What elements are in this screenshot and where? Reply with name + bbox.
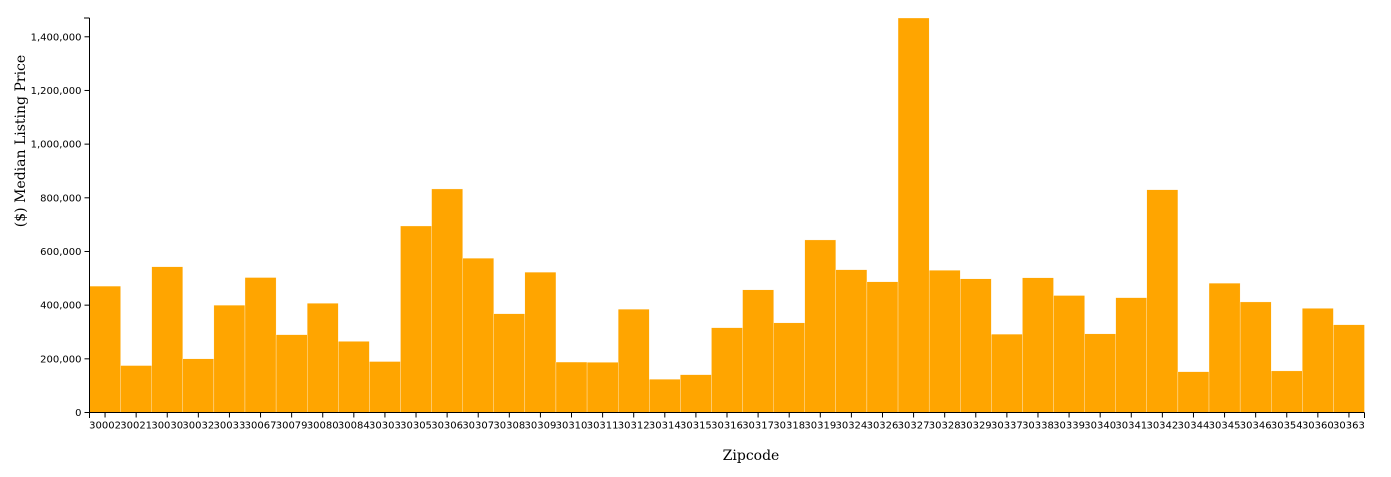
y-tick-label-1200000: 1,200,000	[31, 86, 82, 97]
x-tick-label-30354: 30354	[1271, 421, 1303, 432]
bar-30030	[151, 266, 183, 413]
x-axis-title: Zipcode	[723, 448, 780, 464]
x-tick-label-30317: 30317	[742, 421, 774, 432]
x-tick-label-30311: 30311	[587, 421, 619, 432]
x-tick-label-30319: 30319	[804, 421, 836, 432]
bar-30363	[1333, 324, 1365, 413]
y-axis: 0 200,000 400,000 600,000 800,000 1,000,000 1,…	[31, 17, 90, 419]
y-tick-label-400000: 400,000	[40, 301, 81, 312]
x-tick-label-30315: 30315	[680, 421, 712, 432]
bar-30319	[804, 239, 836, 413]
bar-30318	[773, 322, 805, 413]
x-tick-label-30318: 30318	[773, 421, 805, 432]
x-tick-label-30079: 30079	[276, 421, 308, 432]
x-tick-label-30021: 30021	[120, 421, 152, 432]
x-tick-label-30002: 30002	[89, 421, 121, 432]
bar-30344	[1177, 371, 1210, 413]
bar-30317	[742, 289, 774, 413]
x-tick-label-30346: 30346	[1240, 421, 1272, 432]
y-axis-title: ($) Median Listing Price	[13, 55, 29, 227]
bar-30337	[991, 333, 1023, 413]
bar-30338	[1022, 277, 1054, 413]
x-tick-label-30328: 30328	[929, 421, 961, 432]
x-tick-label-30316: 30316	[711, 421, 743, 432]
bar-30329	[960, 278, 992, 413]
x-tick-label-30339: 30339	[1053, 421, 1085, 432]
x-tick-label-30305: 30305	[400, 421, 432, 432]
y-tick-label-1400000: 1,400,000	[31, 32, 82, 43]
y-tick-label-1000000: 1,000,000	[31, 140, 82, 151]
bar-30327	[897, 17, 930, 413]
x-tick-label-30345: 30345	[1209, 421, 1241, 432]
bar-30328	[928, 270, 961, 413]
x-tick-label-30340: 30340	[1084, 421, 1116, 432]
bar-30345	[1208, 282, 1241, 413]
y-tick-label-200000: 200,000	[40, 354, 81, 365]
x-tick-label-30030: 30030	[151, 421, 183, 432]
x-tick-label-30338: 30338	[1022, 421, 1054, 432]
x-tick-label-30337: 30337	[991, 421, 1023, 432]
bar-30326	[866, 281, 899, 413]
x-tick-label-30314: 30314	[649, 421, 681, 432]
bar-30316	[711, 327, 743, 413]
x-axis: 30002 30021 30030 30032 30033 30067 30079 30080…	[89, 412, 1365, 432]
bar-30033	[213, 305, 246, 413]
x-tick-label-30363: 30363	[1333, 421, 1365, 432]
bar-30324	[835, 269, 868, 413]
x-tick-label-30342: 30342	[1146, 421, 1178, 432]
y-tick-label-800000: 800,000	[40, 193, 81, 204]
x-tick-label-30303: 30303	[369, 421, 401, 432]
bars-group	[89, 17, 1365, 413]
bar-30303	[369, 361, 401, 413]
bar-30354	[1271, 370, 1303, 413]
x-tick-label-30307: 30307	[462, 421, 494, 432]
bar-30032	[182, 358, 215, 413]
x-tick-label-30308: 30308	[493, 421, 525, 432]
bar-30342	[1146, 189, 1179, 413]
bar-30309	[524, 271, 557, 413]
bar-30305	[400, 225, 432, 413]
x-tick-label-30310: 30310	[556, 421, 588, 432]
x-tick-label-30360: 30360	[1302, 421, 1334, 432]
bar-30311	[586, 362, 619, 413]
x-tick-label-30067: 30067	[245, 421, 277, 432]
bar-30315	[680, 374, 712, 413]
x-tick-label-30306: 30306	[431, 421, 463, 432]
x-tick-label-30080: 30080	[307, 421, 339, 432]
bar-30021	[120, 365, 152, 413]
x-tick-label-30326: 30326	[867, 421, 899, 432]
x-tick-label-30324: 30324	[835, 421, 867, 432]
bar-30308	[493, 313, 526, 413]
x-tick-label-30341: 30341	[1115, 421, 1147, 432]
x-tick-label-30312: 30312	[618, 421, 650, 432]
bar-30339	[1053, 295, 1085, 413]
bar-30310	[555, 361, 588, 413]
bar-30340	[1084, 333, 1116, 413]
y-tick-label-0: 0	[75, 408, 81, 419]
bar-30002	[89, 285, 121, 413]
x-tick-label-30032: 30032	[182, 421, 214, 432]
x-tick-label-30327: 30327	[898, 421, 930, 432]
bar-30341	[1115, 297, 1147, 413]
x-tick-label-30084: 30084	[338, 421, 370, 432]
x-tick-label-30344: 30344	[1178, 421, 1210, 432]
bar-30080	[307, 303, 339, 413]
bar-30307	[462, 258, 494, 413]
y-tick-label-600000: 600,000	[40, 247, 81, 258]
bar-30346	[1239, 301, 1272, 413]
bar-30360	[1302, 308, 1334, 413]
bar-30079	[275, 334, 308, 413]
bar-30312	[618, 309, 650, 413]
bar-30306	[431, 188, 463, 413]
x-tick-label-30329: 30329	[960, 421, 992, 432]
x-tick-label-30309: 30309	[525, 421, 557, 432]
bar-30314	[649, 379, 681, 413]
bar-30067	[244, 277, 277, 413]
bar-30084	[338, 341, 370, 413]
x-tick-label-30033: 30033	[214, 421, 246, 432]
